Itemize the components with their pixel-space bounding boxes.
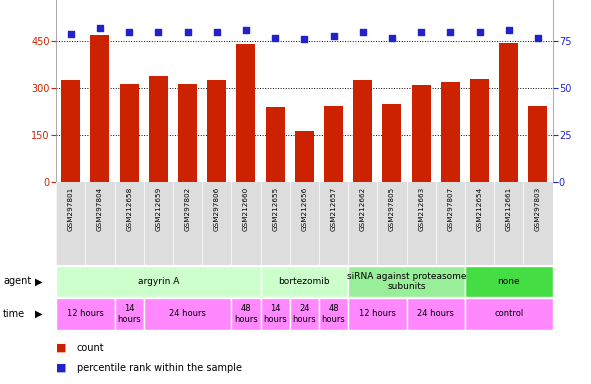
Bar xyxy=(528,106,547,182)
Text: GSM212661: GSM212661 xyxy=(506,187,512,231)
Bar xyxy=(319,298,348,329)
Bar xyxy=(266,107,285,182)
Text: GSM297807: GSM297807 xyxy=(447,187,453,231)
Text: 14
hours: 14 hours xyxy=(263,304,287,324)
Point xyxy=(504,27,514,33)
Bar xyxy=(348,298,407,329)
Text: ■: ■ xyxy=(56,362,67,373)
Text: 48
hours: 48 hours xyxy=(234,304,258,324)
Bar xyxy=(290,298,319,329)
Point xyxy=(95,25,105,31)
Bar xyxy=(178,84,197,182)
Bar xyxy=(470,79,489,182)
Text: GSM212660: GSM212660 xyxy=(243,187,249,231)
Point xyxy=(387,35,397,41)
Text: bortezomib: bortezomib xyxy=(278,277,330,286)
Text: GSM212656: GSM212656 xyxy=(301,187,307,231)
Text: siRNA against proteasome
subunits: siRNA against proteasome subunits xyxy=(347,271,466,291)
Point xyxy=(329,33,338,39)
Text: GSM212659: GSM212659 xyxy=(155,187,161,231)
Point xyxy=(533,35,543,41)
Bar xyxy=(144,298,231,329)
Text: GSM297801: GSM297801 xyxy=(68,187,74,231)
Text: GSM297806: GSM297806 xyxy=(214,187,220,231)
Point xyxy=(446,29,455,35)
Point xyxy=(154,29,163,35)
Text: 12 hours: 12 hours xyxy=(67,310,104,318)
Point xyxy=(475,29,484,35)
Bar xyxy=(295,131,314,182)
Point xyxy=(212,29,222,35)
Point xyxy=(417,29,426,35)
Text: agent: agent xyxy=(3,276,31,286)
Text: ▶: ▶ xyxy=(35,309,43,319)
Bar xyxy=(441,82,460,182)
Text: argyrin A: argyrin A xyxy=(138,277,179,286)
Bar xyxy=(236,45,255,182)
Bar xyxy=(56,298,115,329)
Text: percentile rank within the sample: percentile rank within the sample xyxy=(77,362,242,373)
Bar xyxy=(324,106,343,182)
Text: GSM297803: GSM297803 xyxy=(535,187,541,231)
Text: GSM212658: GSM212658 xyxy=(126,187,132,231)
Bar xyxy=(465,298,553,329)
Bar xyxy=(353,81,372,182)
Bar xyxy=(348,266,465,297)
Text: 12 hours: 12 hours xyxy=(359,310,396,318)
Bar xyxy=(412,85,431,182)
Text: 14
hours: 14 hours xyxy=(117,304,141,324)
Text: GSM212657: GSM212657 xyxy=(330,187,336,231)
Bar xyxy=(231,298,261,329)
Bar xyxy=(261,266,348,297)
Point xyxy=(358,29,368,35)
Bar xyxy=(119,84,139,182)
Point xyxy=(271,35,280,41)
Bar xyxy=(207,81,226,182)
Text: ▶: ▶ xyxy=(35,276,43,286)
Bar xyxy=(90,35,109,182)
Point xyxy=(300,36,309,43)
Text: GSM297802: GSM297802 xyxy=(184,187,190,231)
Bar xyxy=(465,266,553,297)
Text: GSM212662: GSM212662 xyxy=(360,187,366,231)
Text: time: time xyxy=(3,309,25,319)
Text: GSM297805: GSM297805 xyxy=(389,187,395,231)
Bar xyxy=(407,298,465,329)
Text: count: count xyxy=(77,343,105,353)
Text: 24 hours: 24 hours xyxy=(417,310,454,318)
Text: 48
hours: 48 hours xyxy=(322,304,346,324)
Point xyxy=(66,31,76,37)
Bar xyxy=(499,43,518,182)
Point xyxy=(125,29,134,35)
Point xyxy=(241,27,251,33)
Text: GSM212654: GSM212654 xyxy=(476,187,483,231)
Text: ■: ■ xyxy=(56,343,67,353)
Text: control: control xyxy=(494,310,524,318)
Bar xyxy=(61,81,80,182)
Text: GSM212655: GSM212655 xyxy=(272,187,278,231)
Bar xyxy=(149,76,168,182)
Point xyxy=(183,29,192,35)
Bar xyxy=(115,298,144,329)
Text: none: none xyxy=(498,277,520,286)
Bar xyxy=(56,266,261,297)
Bar xyxy=(382,104,401,182)
Text: GSM212663: GSM212663 xyxy=(418,187,424,231)
Text: 24 hours: 24 hours xyxy=(169,310,206,318)
Text: GSM297804: GSM297804 xyxy=(97,187,103,231)
Bar xyxy=(261,298,290,329)
Text: 24
hours: 24 hours xyxy=(293,304,316,324)
